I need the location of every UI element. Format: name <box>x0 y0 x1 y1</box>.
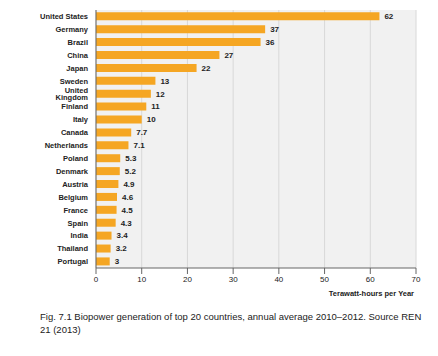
svg-text:China: China <box>67 51 89 60</box>
svg-text:Spain: Spain <box>68 219 89 228</box>
svg-text:Japan: Japan <box>66 64 88 73</box>
svg-text:22: 22 <box>202 64 211 73</box>
svg-text:3.4: 3.4 <box>117 231 129 240</box>
svg-text:Netherlands: Netherlands <box>45 141 88 150</box>
svg-text:10: 10 <box>137 275 146 284</box>
svg-text:Italy: Italy <box>73 115 89 124</box>
svg-text:UnitedKingdom: UnitedKingdom <box>56 86 89 103</box>
svg-text:27: 27 <box>224 51 233 60</box>
svg-text:60: 60 <box>366 275 375 284</box>
svg-text:37: 37 <box>270 25 279 34</box>
svg-text:4.9: 4.9 <box>123 180 135 189</box>
svg-text:Brazil: Brazil <box>68 38 88 47</box>
svg-text:11: 11 <box>151 102 160 111</box>
svg-text:India: India <box>70 231 88 240</box>
svg-text:30: 30 <box>229 275 238 284</box>
svg-text:Germany: Germany <box>55 25 88 34</box>
svg-text:20: 20 <box>183 275 192 284</box>
svg-text:Austria: Austria <box>62 180 89 189</box>
svg-text:12: 12 <box>156 90 165 99</box>
svg-text:7.1: 7.1 <box>133 141 145 150</box>
svg-text:50: 50 <box>320 275 329 284</box>
svg-text:Sweden: Sweden <box>60 77 89 86</box>
svg-text:40: 40 <box>274 275 283 284</box>
svg-text:United States: United States <box>40 12 88 21</box>
svg-text:Belgium: Belgium <box>58 193 88 202</box>
svg-text:Canada: Canada <box>61 128 89 137</box>
svg-text:0: 0 <box>94 275 99 284</box>
svg-text:Terawatt-hours per Year: Terawatt-hours per Year <box>329 289 414 298</box>
svg-text:Denmark: Denmark <box>56 167 89 176</box>
svg-text:3: 3 <box>115 257 120 266</box>
svg-text:36: 36 <box>266 38 275 47</box>
svg-text:7.7: 7.7 <box>136 128 148 137</box>
svg-text:62: 62 <box>384 12 393 21</box>
svg-text:5.2: 5.2 <box>125 167 137 176</box>
svg-text:Thailand: Thailand <box>57 244 88 253</box>
svg-text:13: 13 <box>160 77 169 86</box>
svg-text:3.2: 3.2 <box>116 244 128 253</box>
svg-text:70: 70 <box>412 275 421 284</box>
svg-text:5.3: 5.3 <box>125 154 137 163</box>
svg-text:4.5: 4.5 <box>122 206 134 215</box>
svg-text:4.6: 4.6 <box>122 193 134 202</box>
svg-text:Finland: Finland <box>61 102 88 111</box>
svg-text:4.3: 4.3 <box>121 219 133 228</box>
svg-text:Portugal: Portugal <box>58 257 88 266</box>
svg-text:Poland: Poland <box>63 154 88 163</box>
svg-text:10: 10 <box>147 115 156 124</box>
svg-text:France: France <box>63 206 88 215</box>
html-text:Fig. 7.1 Biopower generation o: Fig. 7.1 Biopower generation of top 20 c… <box>40 311 422 335</box>
